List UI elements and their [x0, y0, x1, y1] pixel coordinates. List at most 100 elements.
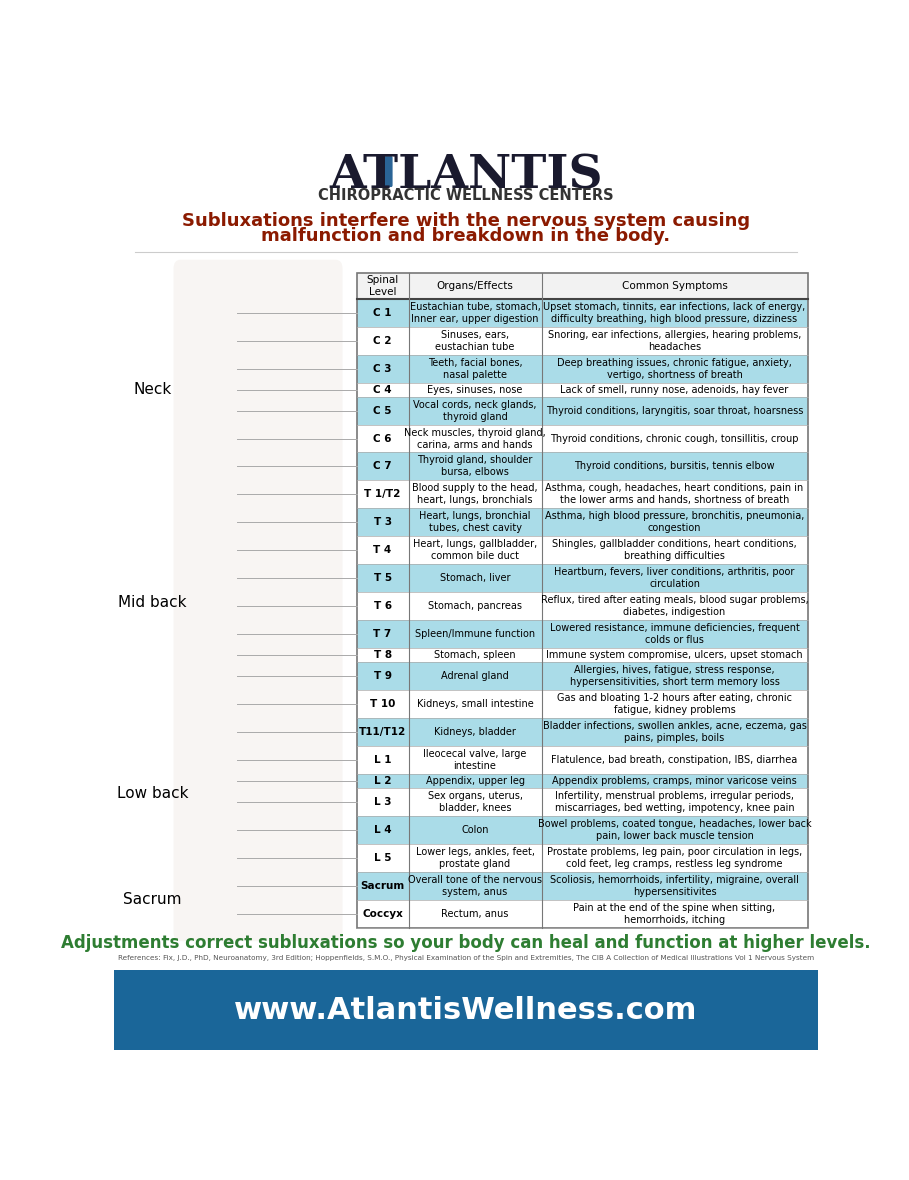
- Text: Stomach, liver: Stomach, liver: [440, 573, 510, 583]
- Text: Rectum, anus: Rectum, anus: [442, 909, 509, 918]
- Text: Thyroid gland, shoulder
bursa, elbows: Thyroid gland, shoulder bursa, elbows: [417, 455, 533, 478]
- Text: Snoring, ear infections, allergies, hearing problems,
headaches: Snoring, ear infections, allergies, hear…: [548, 329, 801, 352]
- Text: T 6: T 6: [374, 601, 392, 611]
- Text: Infertility, menstrual problems, irregular periods,
miscarriages, bed wetting, i: Infertility, menstrual problems, irregul…: [554, 791, 794, 813]
- Text: Colon: Colon: [461, 825, 489, 834]
- Text: C 5: C 5: [374, 406, 392, 415]
- Bar: [356, 690, 807, 717]
- Text: C 4: C 4: [374, 385, 392, 394]
- Text: Low back: Low back: [116, 786, 188, 801]
- Bar: [356, 746, 807, 774]
- Text: T 8: T 8: [374, 650, 392, 660]
- Bar: [356, 717, 807, 746]
- Text: Neck muscles, thyroid gland,
carina, arms and hands: Neck muscles, thyroid gland, carina, arm…: [405, 427, 546, 450]
- Text: Adrenal gland: Adrenal gland: [441, 671, 509, 681]
- Text: Heart, lungs, gallbladder,
common bile duct: Heart, lungs, gallbladder, common bile d…: [413, 539, 537, 562]
- Text: C 1: C 1: [374, 308, 392, 317]
- Text: Blood supply to the head,
heart, lungs, bronchials: Blood supply to the head, heart, lungs, …: [412, 484, 538, 505]
- Text: Thyroid conditions, laryngitis, soar throat, hoarsness: Thyroid conditions, laryngitis, soar thr…: [545, 406, 804, 415]
- FancyBboxPatch shape: [378, 156, 393, 186]
- Text: Upset stomach, tinnits, ear infections, lack of energy,
difficulty breathing, hi: Upset stomach, tinnits, ear infections, …: [544, 302, 805, 323]
- Text: Ileocecal valve, large
intestine: Ileocecal valve, large intestine: [424, 749, 526, 771]
- Bar: [356, 396, 807, 425]
- Bar: [356, 648, 807, 662]
- Text: L 5: L 5: [374, 853, 392, 863]
- Text: Lack of smell, runny nose, adenoids, hay fever: Lack of smell, runny nose, adenoids, hay…: [561, 385, 789, 394]
- Bar: [356, 844, 807, 872]
- Bar: [356, 537, 807, 564]
- Bar: [356, 452, 807, 480]
- Text: malfunction and breakdown in the body.: malfunction and breakdown in the body.: [261, 227, 671, 245]
- Text: Appendix problems, cramps, minor varicose veins: Appendix problems, cramps, minor varicos…: [552, 775, 797, 786]
- Text: Organs/Effects: Organs/Effects: [436, 281, 514, 291]
- Text: Heart, lungs, bronchial
tubes, chest cavity: Heart, lungs, bronchial tubes, chest cav…: [419, 511, 531, 533]
- Text: Lower legs, ankles, feet,
prostate gland: Lower legs, ankles, feet, prostate gland: [415, 847, 534, 868]
- Text: L 4: L 4: [374, 825, 392, 834]
- Text: Kidneys, bladder: Kidneys, bladder: [435, 727, 516, 738]
- Text: Subluxations interfere with the nervous system causing: Subluxations interfere with the nervous …: [182, 211, 750, 230]
- Text: Reflux, tired after eating meals, blood sugar problems,
diabetes, indigestion: Reflux, tired after eating meals, blood …: [541, 595, 808, 617]
- Text: T11/T12: T11/T12: [359, 727, 406, 738]
- Bar: [356, 480, 807, 509]
- Text: Bowel problems, coated tongue, headaches, lower back
pain, lower back muscle ten: Bowel problems, coated tongue, headaches…: [538, 819, 812, 840]
- Text: Shingles, gallbladder conditions, heart conditions,
breathing difficulties: Shingles, gallbladder conditions, heart …: [552, 539, 797, 562]
- Bar: [356, 592, 807, 621]
- Bar: [356, 355, 807, 382]
- Text: Scoliosis, hemorrhoids, infertility, migraine, overall
hypersensitivites: Scoliosis, hemorrhoids, infertility, mig…: [550, 874, 799, 897]
- Text: Prostate problems, leg pain, poor circulation in legs,
cold feet, leg cramps, re: Prostate problems, leg pain, poor circul…: [547, 847, 802, 868]
- Bar: [356, 327, 807, 355]
- Text: CHIROPRACTIC WELLNESS CENTERS: CHIROPRACTIC WELLNESS CENTERS: [318, 188, 614, 203]
- Text: Coccyx: Coccyx: [362, 909, 403, 918]
- Text: Lowered resistance, immune deficiencies, frequent
colds or flus: Lowered resistance, immune deficiencies,…: [550, 623, 799, 645]
- Text: Sacrum: Sacrum: [361, 880, 405, 891]
- Bar: [356, 274, 807, 927]
- Text: Sex organs, uterus,
bladder, knees: Sex organs, uterus, bladder, knees: [427, 791, 523, 813]
- Text: Pain at the end of the spine when sitting,
hemorrhoids, itching: Pain at the end of the spine when sittin…: [574, 903, 775, 925]
- Text: T 3: T 3: [374, 517, 392, 527]
- Text: Spinal
Level: Spinal Level: [366, 275, 399, 297]
- Bar: [356, 621, 807, 648]
- Bar: [356, 564, 807, 592]
- Text: Kidneys, small intestine: Kidneys, small intestine: [416, 699, 534, 709]
- Text: Asthma, high blood pressure, bronchitis, pneumonia,
congestion: Asthma, high blood pressure, bronchitis,…: [544, 511, 804, 533]
- Text: Mid back: Mid back: [118, 595, 186, 610]
- Bar: [356, 425, 807, 452]
- Text: L 2: L 2: [374, 775, 392, 786]
- Bar: [356, 788, 807, 815]
- Text: Thyroid conditions, bursitis, tennis elbow: Thyroid conditions, bursitis, tennis elb…: [574, 461, 774, 472]
- Bar: [356, 274, 807, 299]
- Text: Heartburn, fevers, liver conditions, arthritis, poor
circulation: Heartburn, fevers, liver conditions, art…: [554, 568, 794, 589]
- Text: Bladder infections, swollen ankles, acne, eczema, gas
pains, pimples, boils: Bladder infections, swollen ankles, acne…: [543, 721, 806, 743]
- Text: References: Fix, J.D., PhD, Neuroanatomy, 3rd Edition; Hoppenfields, S.M.O., Phy: References: Fix, J.D., PhD, Neuroanatomy…: [118, 956, 814, 962]
- Text: Vocal cords, neck glands,
thyroid gland: Vocal cords, neck glands, thyroid gland: [414, 400, 537, 421]
- Text: L 1: L 1: [374, 755, 392, 765]
- Text: ATLANTIS: ATLANTIS: [329, 152, 603, 198]
- Text: C 2: C 2: [374, 335, 392, 346]
- Text: www.AtlantisWellness.com: www.AtlantisWellness.com: [235, 996, 697, 1024]
- Text: Deep breathing issues, chronic fatigue, anxiety,
vertigo, shortness of breath: Deep breathing issues, chronic fatigue, …: [557, 358, 792, 380]
- Text: Neck: Neck: [134, 382, 172, 398]
- Bar: [114, 970, 818, 1050]
- FancyBboxPatch shape: [174, 260, 343, 942]
- Bar: [356, 382, 807, 396]
- Text: Stomach, spleen: Stomach, spleen: [435, 650, 515, 660]
- Text: Sacrum: Sacrum: [123, 892, 182, 907]
- Text: T 10: T 10: [370, 699, 395, 709]
- Bar: [356, 815, 807, 844]
- Bar: [356, 774, 807, 788]
- Bar: [356, 299, 807, 327]
- Text: L 3: L 3: [374, 796, 392, 807]
- Bar: [356, 509, 807, 537]
- Text: T 5: T 5: [374, 573, 392, 583]
- Bar: [356, 662, 807, 690]
- Text: T 9: T 9: [374, 671, 392, 681]
- Text: T 1/T2: T 1/T2: [365, 490, 401, 499]
- Text: Spleen/Immune function: Spleen/Immune function: [415, 629, 535, 640]
- Text: Appendix, upper leg: Appendix, upper leg: [425, 775, 524, 786]
- Text: Gas and bloating 1-2 hours after eating, chronic
fatigue, kidney problems: Gas and bloating 1-2 hours after eating,…: [557, 693, 792, 715]
- Text: Sinuses, ears,
eustachian tube: Sinuses, ears, eustachian tube: [435, 329, 514, 352]
- Text: Overall tone of the nervous
system, anus: Overall tone of the nervous system, anus: [408, 874, 542, 897]
- Text: Eyes, sinuses, nose: Eyes, sinuses, nose: [427, 385, 523, 394]
- Text: Common Symptoms: Common Symptoms: [622, 281, 727, 291]
- Text: Immune system compromise, ulcers, upset stomach: Immune system compromise, ulcers, upset …: [546, 650, 803, 660]
